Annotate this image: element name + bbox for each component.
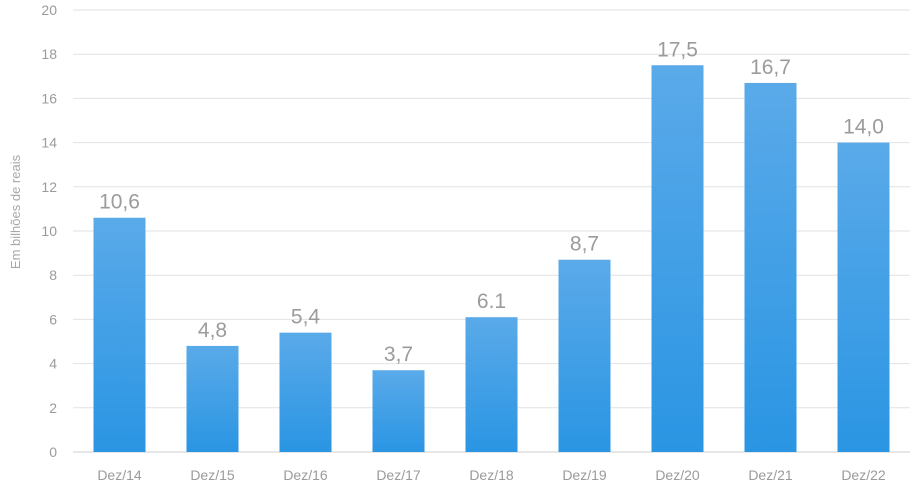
bar bbox=[558, 259, 611, 452]
x-tick-label: Dez/20 bbox=[655, 467, 700, 483]
data-label: 10,6 bbox=[99, 191, 140, 214]
y-tick-label: 8 bbox=[49, 267, 57, 283]
data-label: 14,0 bbox=[843, 116, 884, 139]
data-label: 8,7 bbox=[570, 233, 599, 256]
y-tick-label: 18 bbox=[41, 46, 57, 62]
x-axis-ticks: Dez/14 Dez/15 Dez/16 Dez/17 Dez/18 Dez/19 Dez/… bbox=[97, 467, 886, 483]
data-label: 4,8 bbox=[198, 319, 227, 342]
bar bbox=[744, 82, 797, 453]
bar bbox=[465, 317, 518, 452]
y-tick-label: 0 bbox=[49, 444, 57, 460]
x-tick-label: Dez/19 bbox=[562, 467, 607, 483]
x-tick-label: Dez/21 bbox=[748, 467, 793, 483]
y-axis-label: Em bilhões de reais bbox=[8, 154, 23, 269]
data-label: 5,4 bbox=[291, 306, 321, 329]
data-label: 6.1 bbox=[477, 290, 506, 313]
x-tick-label: Dez/18 bbox=[469, 467, 514, 483]
y-tick-label: 14 bbox=[41, 135, 57, 151]
x-tick-label: Dez/15 bbox=[190, 467, 235, 483]
bar bbox=[279, 332, 332, 452]
data-label: 3,7 bbox=[384, 343, 413, 366]
bars bbox=[93, 65, 890, 453]
x-tick-label: Dez/22 bbox=[841, 467, 886, 483]
y-tick-label: 12 bbox=[41, 179, 57, 195]
data-label: 16,7 bbox=[750, 56, 791, 79]
y-axis-ticks: 0 2 4 6 8 10 12 14 16 18 20 bbox=[41, 2, 57, 460]
y-tick-label: 20 bbox=[41, 2, 57, 18]
bar bbox=[93, 217, 146, 452]
x-tick-label: Dez/14 bbox=[97, 467, 142, 483]
x-tick-label: Dez/17 bbox=[376, 467, 421, 483]
y-tick-label: 4 bbox=[49, 356, 57, 372]
y-tick-label: 16 bbox=[41, 90, 57, 106]
bar bbox=[186, 345, 239, 452]
y-tick-label: 2 bbox=[49, 400, 57, 416]
bar bbox=[837, 142, 890, 452]
bar bbox=[651, 65, 704, 452]
y-tick-label: 6 bbox=[49, 311, 57, 327]
data-labels: 10,6 4,8 5,4 3,7 6.1 8,7 17,5 16,7 14,0 bbox=[99, 38, 884, 366]
y-tick-label: 10 bbox=[41, 223, 57, 239]
x-tick-label: Dez/16 bbox=[283, 467, 328, 483]
bar bbox=[372, 370, 425, 452]
data-label: 17,5 bbox=[657, 38, 698, 61]
